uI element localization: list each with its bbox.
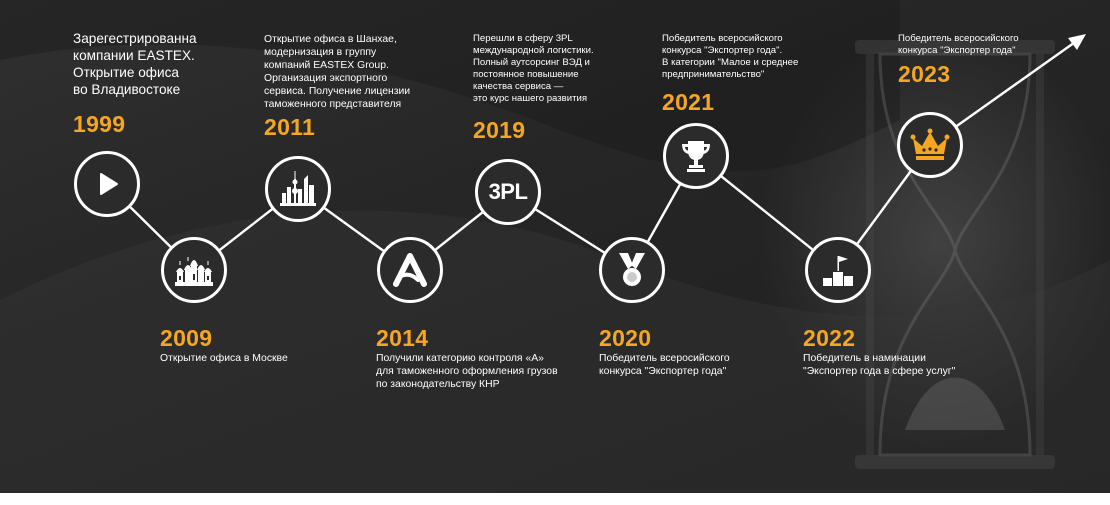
milestone-2019-year: 2019 bbox=[473, 117, 526, 143]
milestone-2011-description: Открытие офиса в Шанхае, модернизация в … bbox=[264, 34, 411, 110]
kremlin-icon bbox=[175, 257, 213, 286]
timeline-stage: 3PL bbox=[0, 0, 1110, 493]
milestone-2014-year: 2014 bbox=[376, 325, 429, 351]
milestone-2009-year: 2009 bbox=[160, 325, 213, 351]
milestone-2022-circle bbox=[805, 237, 871, 303]
crown-icon bbox=[910, 128, 950, 160]
milestone-2023-description: Победитель всеросийского конкурса "Экспо… bbox=[898, 33, 1019, 56]
milestone-2019-circle: 3PL bbox=[475, 159, 541, 225]
milestone-2014-circle bbox=[377, 237, 443, 303]
letter-a-icon bbox=[393, 253, 427, 287]
milestone-2023-circle bbox=[897, 112, 963, 178]
podium-flag-icon bbox=[823, 256, 853, 286]
milestone-2020-circle bbox=[599, 237, 665, 303]
milestone-1999-year: 1999 bbox=[73, 111, 126, 137]
shanghai-skyline-icon bbox=[280, 171, 316, 206]
milestone-1999-description: Зарегестрированна компании EASTEX. Откры… bbox=[73, 31, 197, 97]
milestone-2009-description: Открытие офиса в Москве bbox=[160, 353, 288, 364]
milestone-2021-circle bbox=[663, 123, 729, 189]
hourglass-decoration bbox=[855, 40, 1055, 469]
milestone-2021-year: 2021 bbox=[662, 89, 715, 115]
medal-icon bbox=[619, 253, 645, 286]
milestone-2022-year: 2022 bbox=[803, 325, 856, 351]
milestone-2022-description: Победитель в наминации "Экспортер года в… bbox=[803, 353, 956, 377]
milestone-2011-year: 2011 bbox=[264, 114, 316, 140]
milestone-2020-description: Победитель всеросийского конкурса "Экспо… bbox=[599, 353, 730, 377]
trophy-icon bbox=[682, 141, 710, 172]
3pl-icon: 3PL bbox=[488, 179, 528, 204]
milestone-2021-description: Победитель всеросийского конкурса "Экспо… bbox=[662, 33, 799, 80]
arrow-head-icon bbox=[1068, 34, 1086, 50]
background-decoration bbox=[0, 0, 1110, 493]
milestone-2009-circle bbox=[161, 237, 227, 303]
milestone-1999-circle bbox=[74, 151, 140, 217]
milestone-2019-description: Перешли в сферу 3PL международной логист… bbox=[473, 33, 594, 104]
milestone-2011-circle bbox=[265, 156, 331, 222]
milestone-2020-year: 2020 bbox=[599, 325, 652, 351]
milestone-2014-description: Получили категорию контроля «А» для тамо… bbox=[376, 353, 558, 390]
play-icon bbox=[100, 173, 118, 195]
milestone-2023-year: 2023 bbox=[898, 61, 951, 87]
